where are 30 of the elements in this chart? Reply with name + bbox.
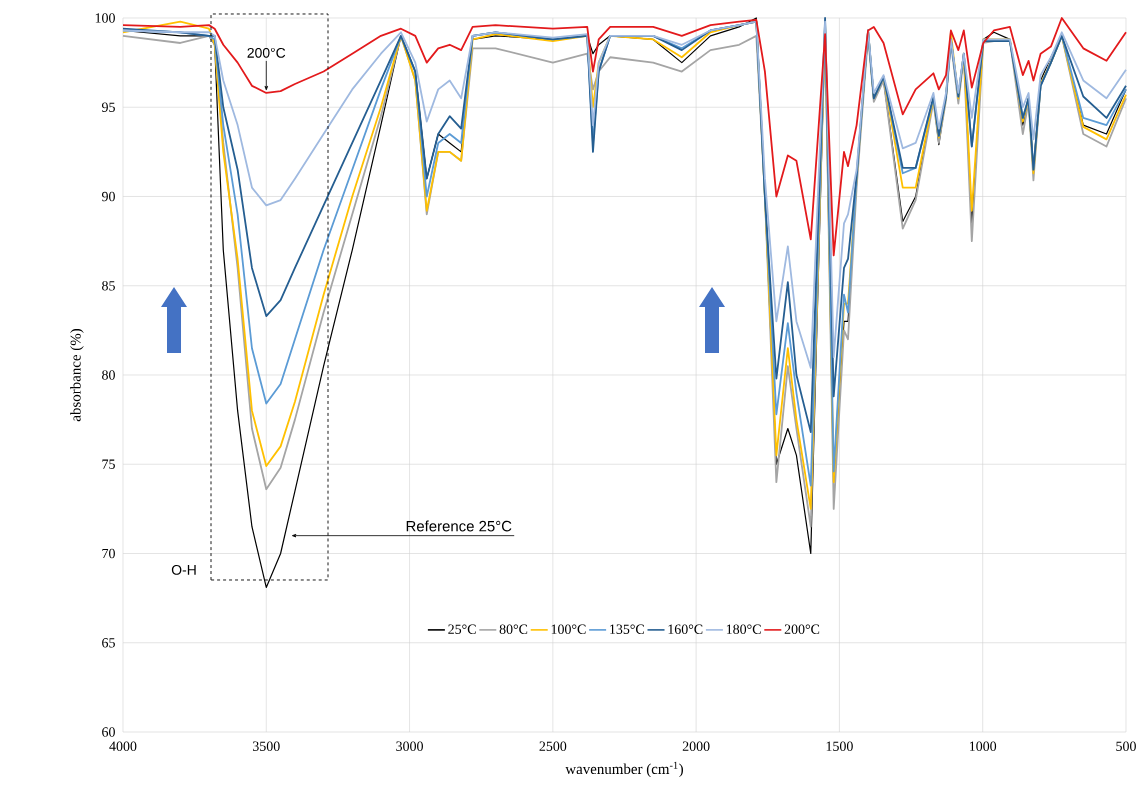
annotation: 200°C xyxy=(247,47,286,58)
legend-label: 100°C xyxy=(551,624,586,634)
legend-label: 80°C xyxy=(499,624,528,634)
legend-label: 160°C xyxy=(668,624,703,634)
x-tick-label: 1500 xyxy=(826,741,853,751)
legend-label: 25°C xyxy=(448,624,476,634)
y-tick-label: 95 xyxy=(101,102,115,112)
legend-label: 200°C xyxy=(784,624,820,634)
x-tick-label: 2000 xyxy=(682,741,710,751)
y-tick-label: 100 xyxy=(95,13,115,23)
line-series xyxy=(122,17,1127,257)
x-tick-label: 1000 xyxy=(969,741,997,751)
y-tick-label: 80 xyxy=(102,370,115,380)
annotation: O-H xyxy=(171,564,196,575)
legend-label: 180°C xyxy=(726,624,761,634)
y-tick-label: 85 xyxy=(102,281,115,291)
x-tick-label: 2500 xyxy=(539,741,567,751)
y-tick-label: 70 xyxy=(102,548,115,559)
y-axis-title: absorbance (%) xyxy=(70,328,84,422)
y-tick-label: 65 xyxy=(102,638,115,648)
y-tick-label: 60 xyxy=(102,727,115,737)
x-tick-label: 3000 xyxy=(396,741,423,751)
x-tick-label: 3500 xyxy=(253,741,280,751)
x-tick-label: 500 xyxy=(1116,741,1136,751)
legend-label: 135°C xyxy=(610,624,644,634)
x-tick-label: 4000 xyxy=(109,741,137,751)
y-tick-label: 75 xyxy=(102,459,115,469)
y-tick-label: 90 xyxy=(101,191,115,202)
annotation: Reference 25°C xyxy=(406,520,512,532)
x-axis-title: wavenumber (cm$^{-1}$) xyxy=(565,761,683,778)
